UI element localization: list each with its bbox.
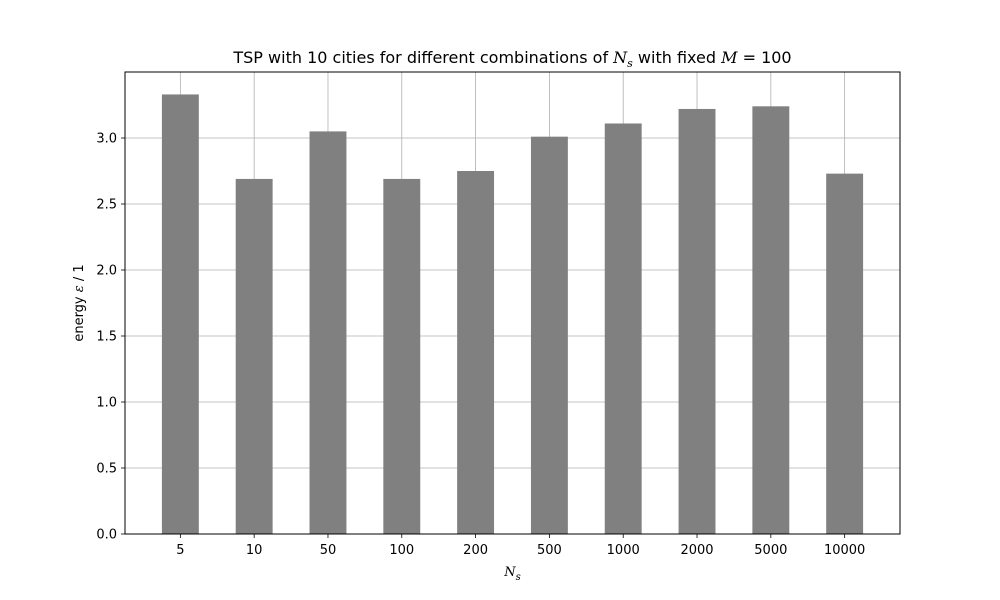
bars — [161, 94, 864, 535]
y-axis-label: energy ε / 1 — [72, 264, 87, 341]
y-tick-label: 3.0 — [96, 132, 117, 147]
title-suffix: = 100 — [737, 48, 791, 67]
bar-10 — [235, 178, 273, 535]
y-tick-label: 1.5 — [96, 330, 117, 345]
ticks: 5 10 50 100 200 500 1000 2000 5000 10000 0.0 0.5 1.0… — [96, 132, 865, 559]
x-tick-label: 1000 — [607, 543, 640, 558]
title-var-m: M — [720, 48, 738, 67]
plot-frame — [124, 71, 901, 535]
x-axis-label: Ns — [503, 565, 521, 583]
chart-title: TSP with 10 cities for different combina… — [232, 48, 791, 70]
x-tick-label: 10 — [246, 543, 263, 558]
y-tick-label: 0.0 — [96, 528, 117, 543]
title-var-n: N — [612, 48, 628, 67]
bar-100 — [383, 178, 421, 535]
x-tick-label: 5000 — [754, 543, 787, 558]
y-axis-label-prefix: energy — [72, 292, 87, 341]
y-axis-label-var: ε — [72, 285, 87, 292]
bar-500 — [530, 136, 568, 534]
x-tick-label: 10000 — [824, 543, 865, 558]
bar-5000 — [752, 106, 790, 534]
y-tick-label: 1.0 — [96, 396, 117, 411]
x-axis-label-var: N — [503, 565, 516, 580]
title-var-n-subscript: s — [627, 57, 633, 70]
x-tick-label: 5 — [176, 543, 184, 558]
x-axis-label-subscript: s — [516, 572, 521, 583]
x-tick-label: 100 — [389, 543, 414, 558]
x-tick-label: 200 — [463, 543, 488, 558]
x-tick-label: 50 — [320, 543, 337, 558]
y-tick-label: 0.5 — [96, 462, 117, 477]
bar-10000 — [826, 173, 864, 534]
x-tick-label: 500 — [537, 543, 562, 558]
y-axis-label-suffix: / 1 — [72, 264, 87, 285]
bar-200 — [457, 171, 495, 534]
bar-5 — [161, 94, 199, 534]
bar-1000 — [604, 123, 642, 534]
title-prefix: TSP with 10 cities for different combina… — [232, 48, 613, 67]
bar-2000 — [678, 108, 716, 535]
title-middle: with fixed — [633, 48, 721, 67]
y-tick-label: 2.5 — [96, 198, 117, 213]
x-tick-label: 2000 — [680, 543, 713, 558]
y-tick-label: 2.0 — [96, 264, 117, 279]
bar-50 — [309, 131, 347, 534]
